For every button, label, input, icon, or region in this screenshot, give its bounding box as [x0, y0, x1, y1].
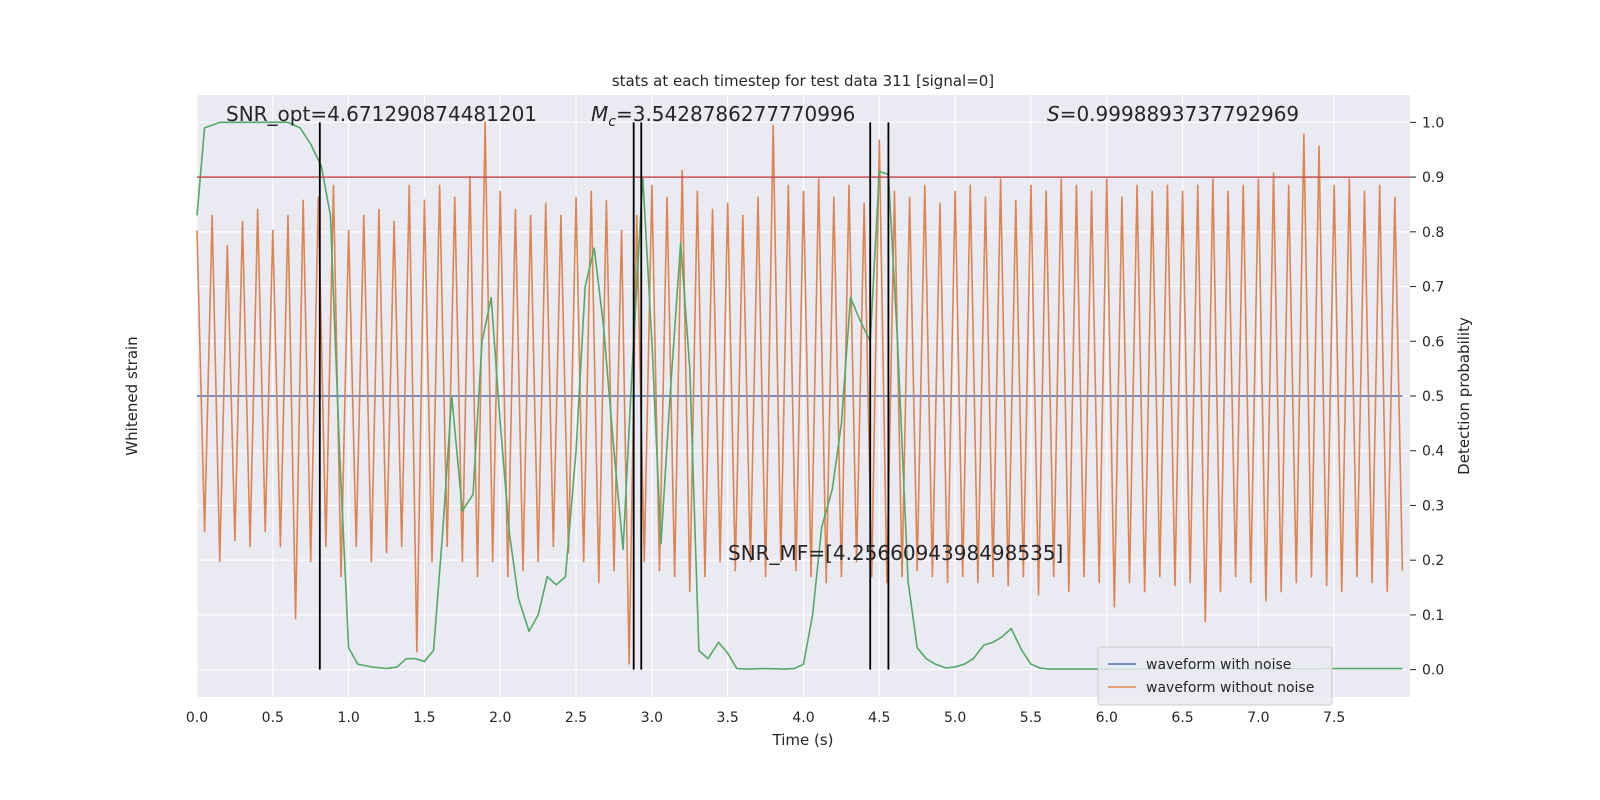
legend-box [1097, 646, 1333, 706]
legend-label: waveform with noise [1146, 657, 1291, 673]
x-tick-label: 6.5 [1171, 710, 1193, 726]
y2-tick-label: 1.0 [1422, 115, 1444, 131]
x-tick-label: 0.5 [262, 710, 284, 726]
annotation-symbol: M [591, 102, 608, 126]
y2-tick-label: 0.2 [1422, 553, 1444, 569]
x-tick-label: 3.5 [717, 710, 739, 726]
y2-tick-label: 0.5 [1422, 389, 1444, 405]
annotation: S=0.9998893737792969 [1047, 102, 1299, 126]
x-tick-label: 2.0 [489, 710, 511, 726]
y2-tick-label: 0.0 [1422, 663, 1444, 679]
x-tick-label: 3.0 [641, 710, 663, 726]
series-line [196, 121, 1403, 670]
legend-label: waveform without noise [1146, 680, 1314, 696]
x-tick-label: 0.0 [186, 710, 208, 726]
y2-tick-label: 0.7 [1422, 280, 1444, 296]
y2-tick-label: 0.1 [1422, 608, 1444, 624]
y-axis-label: Whitened strain [123, 336, 141, 455]
annotation: Mc=3.5428786277770996 [591, 102, 855, 130]
annotation: SNR_MF=[4.2566094398498535] [728, 541, 1063, 565]
x-tick-label: 7.5 [1323, 710, 1345, 726]
annotation-text: =0.9998893737792969 [1060, 102, 1299, 126]
x-tick-label: 2.5 [565, 710, 587, 726]
x-tick-label: 4.0 [792, 710, 814, 726]
series-line [196, 121, 1404, 665]
annotation-text: =3.5428786277770996 [616, 102, 855, 126]
x-tick-label: 1.5 [413, 710, 435, 726]
annotation-subscript: c [608, 114, 616, 130]
x-tick-label: 6.0 [1096, 710, 1118, 726]
y2-tick-label: 0.6 [1422, 334, 1444, 350]
annotation-text: SNR_MF=[4.2566094398498535] [728, 541, 1063, 565]
chart-title: stats at each timestep for test data 311… [612, 72, 994, 90]
y2-tick-label: 0.4 [1422, 444, 1444, 460]
legend: waveform with noise waveform without nois… [1097, 646, 1333, 706]
y2-tick-label: 0.8 [1422, 225, 1444, 241]
x-tick-label: 1.0 [337, 710, 359, 726]
y2-tick-label: 0.9 [1422, 170, 1444, 186]
annotation-text: SNR_opt=4.671290874481201 [226, 102, 537, 126]
annotation-symbol: S [1047, 102, 1060, 126]
y2-axis-label: Detection probability [1455, 317, 1473, 475]
x-tick-label: 5.5 [1020, 710, 1042, 726]
x-tick-label: 7.0 [1247, 710, 1269, 726]
y2-tick-label: 0.3 [1422, 498, 1444, 514]
x-axis-label: Time (s) [772, 731, 834, 749]
annotation: SNR_opt=4.671290874481201 [226, 102, 537, 126]
x-tick-label: 4.5 [868, 710, 890, 726]
x-tick-label: 5.0 [944, 710, 966, 726]
